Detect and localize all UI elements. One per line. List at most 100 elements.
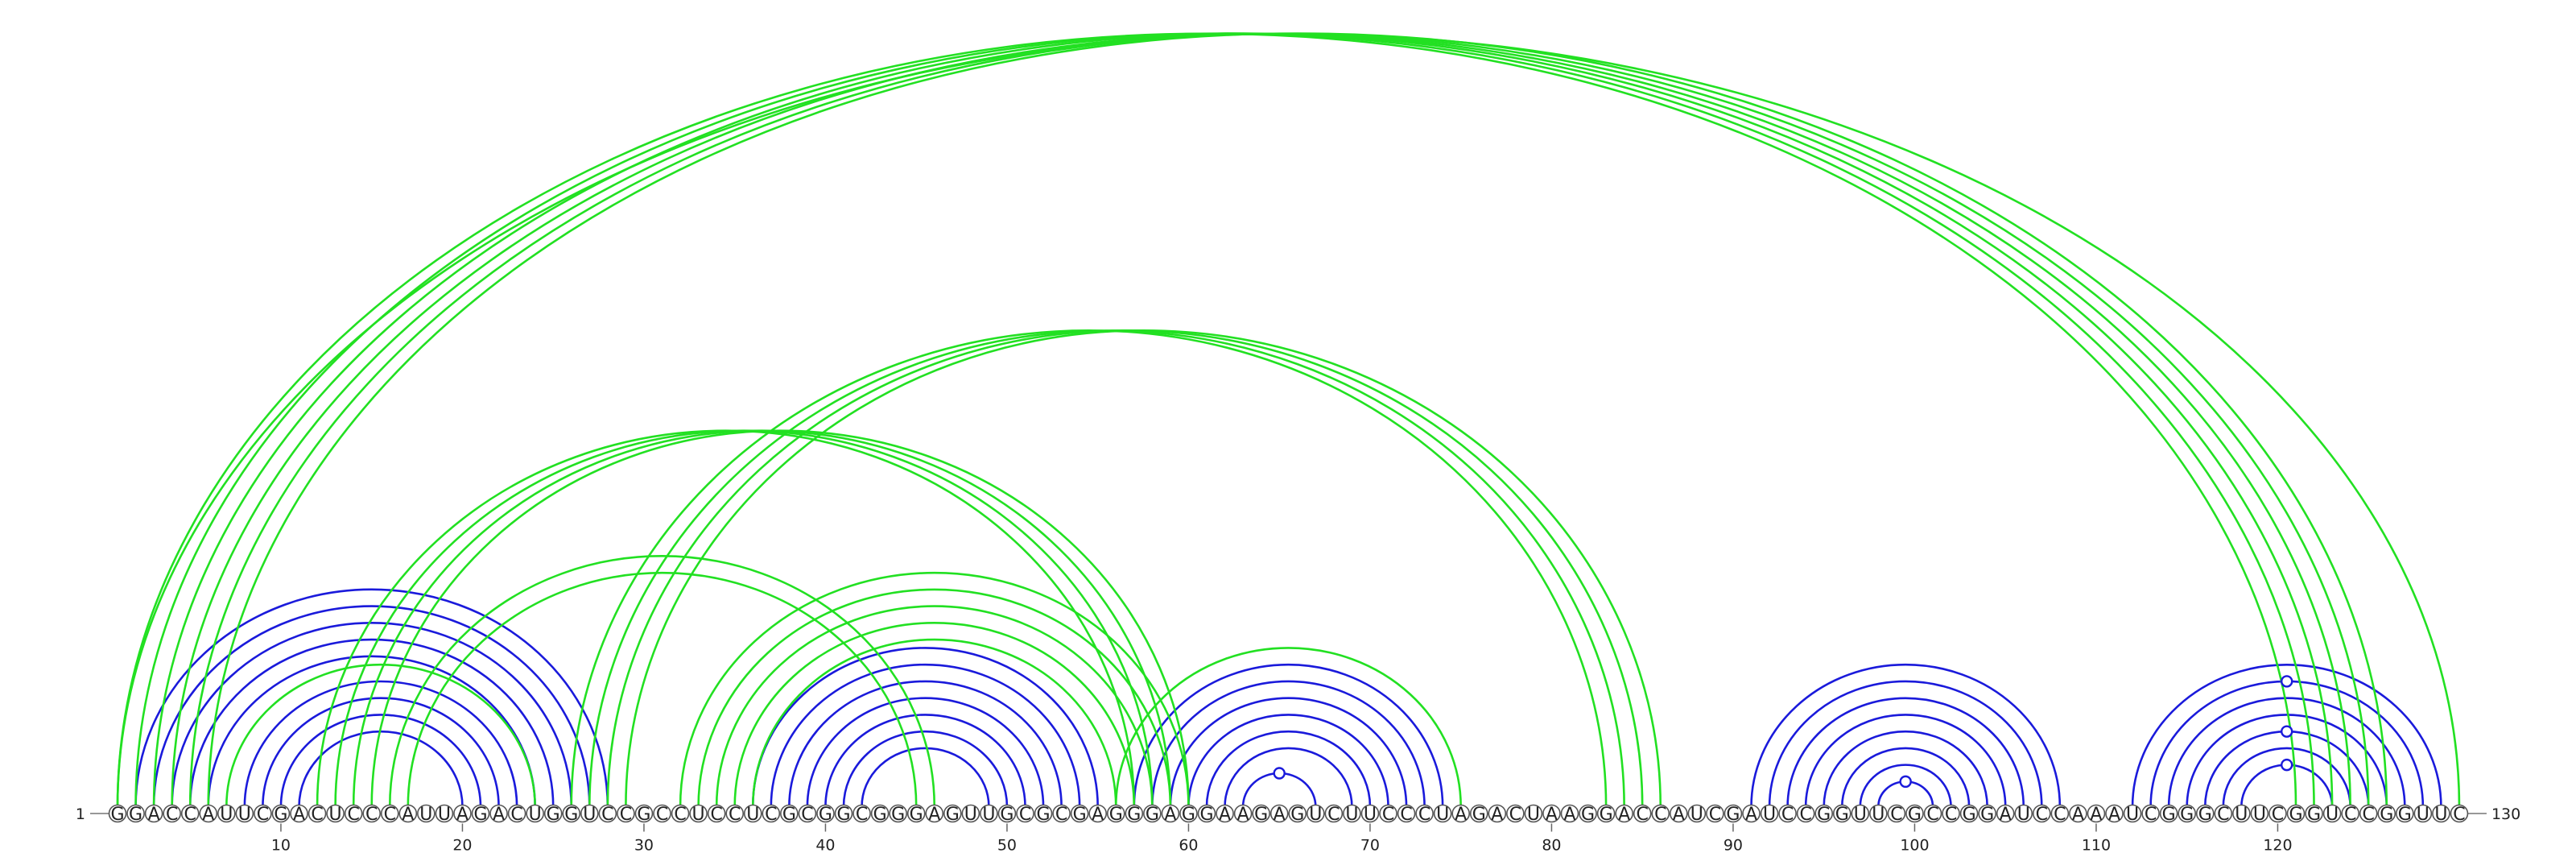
arc-26-83 (570, 329, 1608, 807)
arc-5-25 (188, 638, 555, 807)
base-73: C (1415, 804, 1434, 825)
base-116: G (2195, 804, 2215, 825)
base-letter: C (1327, 805, 1340, 825)
base-letter: U (964, 805, 977, 825)
base-87: A (1670, 804, 1688, 825)
base-letter: C (184, 805, 196, 825)
base-letter: C (620, 805, 632, 825)
base-letter: G (129, 805, 142, 825)
arc-93-106 (1786, 697, 2025, 807)
base-circle (2105, 804, 2124, 823)
arc-96-103 (1840, 747, 1971, 807)
arc-3-27 (152, 605, 591, 807)
base-letter: G (2307, 805, 2321, 825)
base-26: G (562, 804, 581, 825)
base-letter: U (419, 805, 432, 825)
base-letter: G (1817, 805, 1831, 825)
base-circle (1887, 804, 1906, 823)
arc-2-122 (134, 32, 2315, 807)
base-21: G (471, 804, 490, 825)
base-circle (1034, 804, 1053, 823)
base-72: C (1397, 804, 1416, 825)
base-letter: G (1472, 805, 1486, 825)
base-circle (707, 804, 726, 823)
base-55: A (1088, 804, 1107, 825)
base-circle (1706, 804, 1724, 823)
arc-7-24 (225, 663, 536, 807)
base-letter: U (583, 805, 596, 825)
base-letter: U (438, 805, 451, 825)
base-114: G (2159, 804, 2178, 825)
base-circle (762, 804, 781, 823)
base-46: A (925, 804, 944, 825)
base-circle (2050, 804, 2070, 823)
base-letter: A (1546, 805, 1558, 825)
base-letter: G (1581, 805, 1595, 825)
base-letter: U (746, 805, 759, 825)
base-93: C (1778, 804, 1797, 825)
arc-61-70 (1205, 730, 1372, 807)
base-letter: G (1963, 805, 1976, 825)
base-31: C (653, 804, 671, 825)
base-letter: G (819, 805, 832, 825)
base-29: C (617, 804, 635, 825)
base-letter: U (1345, 805, 1358, 825)
base-letter: G (1127, 805, 1141, 825)
base-122: G (2305, 804, 2323, 825)
base-circle (1161, 804, 1180, 823)
base-circle (1760, 804, 1779, 823)
base-44: G (889, 804, 907, 825)
base-circle (507, 804, 526, 823)
base-circle (2141, 804, 2160, 823)
base-letter: U (2434, 805, 2447, 825)
base-circle (1360, 804, 1380, 823)
base-circle (834, 804, 853, 823)
base-letter: C (710, 805, 722, 825)
base-circle (1560, 804, 1579, 823)
base-98: U (1869, 804, 1888, 825)
arc-94-105 (1804, 714, 2007, 807)
base-125: C (2359, 804, 2378, 825)
base-79: U (1524, 804, 1543, 825)
arc-40-51 (824, 714, 1026, 807)
arc-118-123 (2240, 764, 2334, 807)
base-circle (1052, 804, 1071, 823)
base-circle (580, 804, 599, 823)
base-circle (906, 804, 926, 823)
base-113: C (2141, 804, 2160, 825)
base-19: U (435, 804, 454, 825)
base-circle (108, 804, 127, 823)
base-letter: C (601, 805, 613, 825)
base-letter: G (782, 805, 796, 825)
base-20: A (453, 804, 472, 825)
base-circle (1814, 804, 1833, 823)
base-circle (1742, 804, 1761, 823)
base-5: C (180, 804, 200, 825)
base-circle (1724, 804, 1743, 823)
base-letter: C (1418, 805, 1430, 825)
base-letter: U (2126, 805, 2139, 825)
base-129: U (2432, 804, 2450, 825)
base-1: G (108, 804, 127, 825)
base-letter: U (982, 805, 995, 825)
base-74: U (1433, 804, 1452, 825)
arc-10-21 (279, 714, 482, 807)
position-label-40: 40 (815, 837, 835, 855)
base-circle (617, 804, 635, 823)
base-letter: C (2363, 805, 2375, 825)
base-letter: G (473, 805, 487, 825)
base-circle (1832, 804, 1852, 823)
base-letter: G (1908, 805, 1922, 825)
arc-15-60 (370, 429, 1190, 807)
base-102: C (1942, 804, 1960, 825)
base-letter: A (2108, 805, 2120, 825)
base-circle (254, 804, 272, 823)
base-letter: A (1745, 805, 1757, 825)
base-110: A (2087, 804, 2106, 825)
base-circle (453, 804, 472, 823)
base-circle (1469, 804, 1488, 823)
base-letter: A (456, 805, 469, 825)
base-83: G (1596, 804, 1616, 825)
base-118: U (2232, 804, 2251, 825)
base-circle (180, 804, 200, 823)
